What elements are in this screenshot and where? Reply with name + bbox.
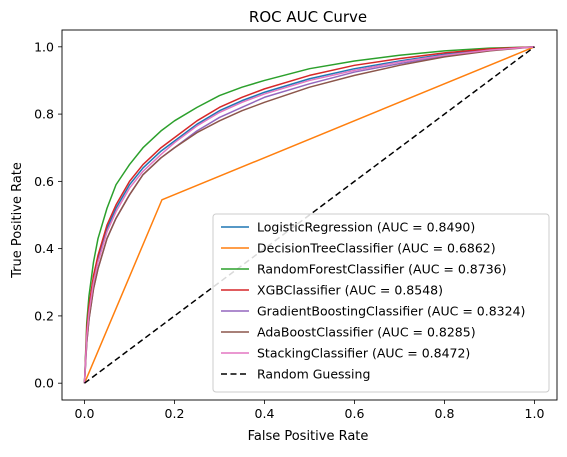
legend: LogisticRegression (AUC = 0.8490) Decisio… [212, 213, 550, 393]
legend-entry-label: AdaBoostClassifier (AUC = 0.8285) [257, 325, 476, 340]
y-tick-label: 1.0 [34, 39, 54, 54]
series-line-xgbclassifier [83, 46, 535, 384]
axis-ticks: 0.0 0.2 0.4 0.6 0.8 1.0 0.0 0.2 0.4 0.6 0.8 1.0 [34, 39, 544, 421]
series-line-stackingclassifier [83, 46, 535, 384]
x-tick-label: 0.0 [75, 406, 95, 421]
y-tick-label: 0.8 [34, 107, 54, 122]
x-tick-label: 1.0 [525, 406, 545, 421]
legend-entry-label: GradientBoostingClassifier (AUC = 0.8324… [257, 304, 525, 319]
legend-entry-label: XGBClassifier (AUC = 0.8548) [257, 283, 443, 298]
y-tick-label: 0.6 [34, 174, 54, 189]
series-line-adaboostclassifier [83, 46, 535, 384]
y-axis-label: True Positive Rate [10, 162, 25, 279]
legend-entry-label: LogisticRegression (AUC = 0.8490) [257, 220, 475, 235]
y-tick-label: 0.4 [34, 241, 54, 256]
y-tick-label: 0.2 [34, 308, 54, 323]
legend-entry-label: Random Guessing [257, 367, 370, 382]
chart-title: ROC AUC Curve [249, 8, 367, 26]
x-tick-label: 0.8 [435, 406, 455, 421]
series-line-decisiontreeclassifier [83, 46, 535, 384]
series-line-randomforestclassifier [83, 46, 535, 384]
x-tick-label: 0.4 [255, 406, 275, 421]
y-tick-label: 0.0 [34, 376, 54, 391]
plot-frame [61, 29, 558, 401]
x-tick-label: 0.2 [165, 406, 185, 421]
legend-entry-label: DecisionTreeClassifier (AUC = 0.6862) [257, 241, 496, 256]
legend-box [212, 213, 550, 393]
x-axis-label: False Positive Rate [248, 429, 369, 444]
legend-entry-label: StackingClassifier (AUC = 0.8472) [257, 346, 470, 361]
x-tick-label: 0.6 [345, 406, 365, 421]
legend-entry-label: RandomForestClassifier (AUC = 0.8736) [257, 262, 507, 277]
